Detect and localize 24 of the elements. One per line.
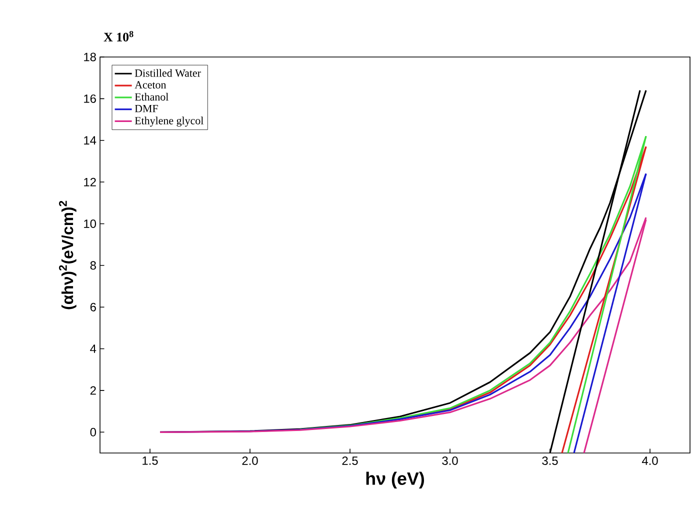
y-tick-label: 2 bbox=[90, 386, 96, 395]
legend-label: DMF bbox=[134, 104, 158, 112]
y-axis-title: (αhν)$^{2}$(eV/cm)$^{2}$ bbox=[58, 200, 76, 310]
legend-label: Ethylene glycol bbox=[134, 116, 204, 127]
y-tick-label: 4 bbox=[90, 344, 96, 353]
x-tick-label: 4.0 bbox=[642, 456, 658, 465]
y-tick-label: 16 bbox=[84, 94, 96, 103]
x-tick-label: 3.0 bbox=[442, 456, 458, 465]
x-tick-label: 2.5 bbox=[342, 456, 358, 465]
legend-label: Ethanol bbox=[134, 92, 168, 101]
y-tick-label: 14 bbox=[84, 136, 96, 144]
y-tick-label: 8 bbox=[90, 261, 96, 270]
y-tick-label: 18 bbox=[84, 52, 96, 62]
legend-label: Distilled Water bbox=[134, 69, 201, 77]
x-axis-title: hν (eV) bbox=[366, 472, 424, 489]
y-tick-label: 10 bbox=[84, 219, 96, 228]
x-tick-label: 3.5 bbox=[542, 456, 558, 465]
y-tick-label: 6 bbox=[90, 302, 96, 312]
x-tick-label: 2.0 bbox=[242, 456, 258, 465]
legend-label: Aceton bbox=[134, 81, 166, 89]
x-tick-label: 1.5 bbox=[142, 456, 158, 465]
y-tick-label: 12 bbox=[84, 178, 96, 186]
y-tick-label: 0 bbox=[90, 428, 96, 436]
text: X 10$^{8}$ bbox=[104, 30, 134, 42]
